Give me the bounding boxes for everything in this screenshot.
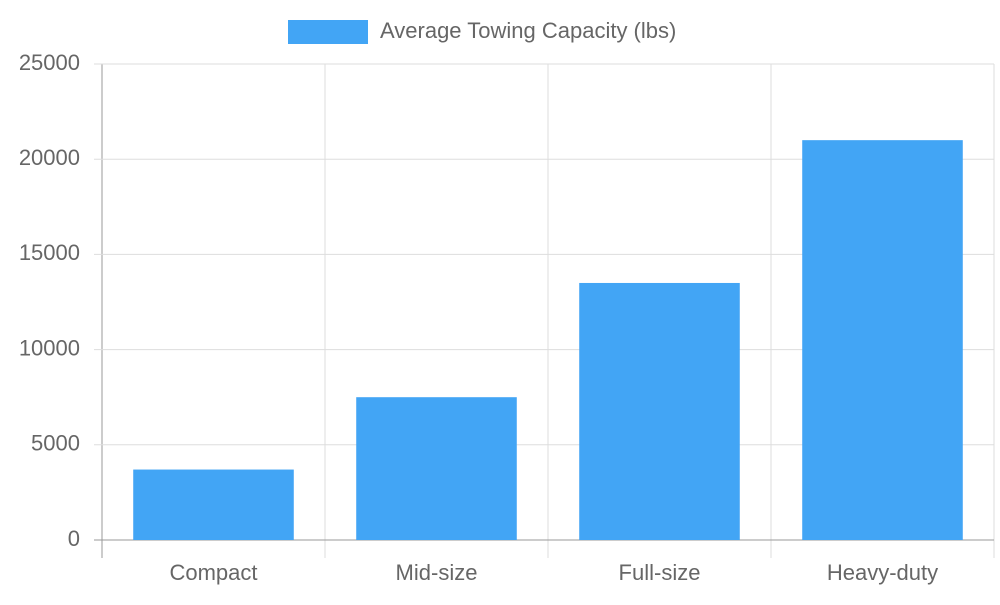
x-tick-label: Compact xyxy=(169,560,257,585)
bar xyxy=(802,140,963,540)
y-tick-label: 20000 xyxy=(19,145,80,170)
legend-label: Average Towing Capacity (lbs) xyxy=(380,18,676,43)
y-tick-label: 5000 xyxy=(31,431,80,456)
x-tick-label: Full-size xyxy=(619,560,701,585)
x-tick-label: Heavy-duty xyxy=(827,560,938,585)
bar xyxy=(579,282,740,540)
legend-swatch xyxy=(288,20,368,44)
bar xyxy=(133,469,294,540)
y-tick-label: 10000 xyxy=(19,335,80,360)
y-tick-label: 15000 xyxy=(19,240,80,265)
y-tick-label: 0 xyxy=(68,526,80,551)
bar xyxy=(356,397,517,540)
x-tick-label: Mid-size xyxy=(396,560,478,585)
y-tick-label: 25000 xyxy=(19,50,80,75)
